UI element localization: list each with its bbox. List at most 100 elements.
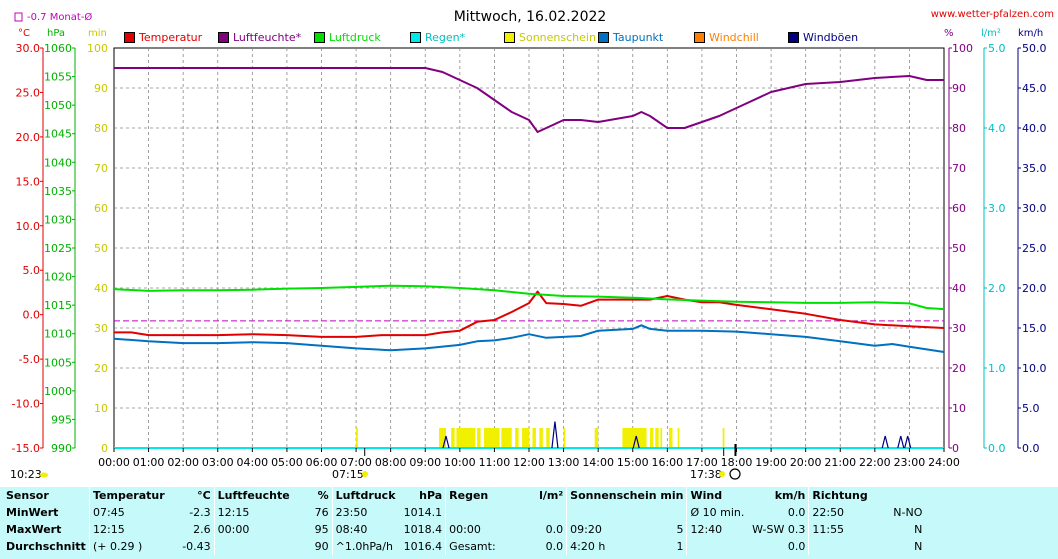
y-tick-label-sunshine: 90 (94, 82, 108, 95)
x-tick-label: 11:00 (479, 456, 511, 469)
stats-header-humidity: Luftfeuchte (213, 487, 296, 504)
stats-cell: -2.3 (189, 506, 211, 519)
statistics-table: Sensor Temperatur °C Luftfeuchte % Luftd… (0, 487, 926, 555)
series-line-temperatur (114, 290, 945, 338)
stats-cell: N-NO (893, 506, 923, 519)
time-label-bottom: 10:23 (10, 468, 42, 481)
y-tick-label-pressure: 1020 (44, 271, 72, 284)
legend-item: Sonnenschein (504, 31, 596, 44)
stats-cell: 1016.4 (403, 540, 443, 553)
sunrise-icon (362, 471, 368, 477)
sunshine-bar (532, 428, 536, 448)
sunshine-bar (501, 428, 512, 448)
sunshine-bar (439, 428, 446, 448)
y-tick-label-pressure: 1015 (44, 299, 72, 312)
y-tick-label-humidity: 70 (952, 162, 966, 175)
stats-cell: 1014.1 (403, 506, 443, 519)
y-tick-label-rain: 3.0 (988, 202, 1006, 215)
y-tick-label-sunshine: 0 (101, 442, 108, 455)
stats-cell: 08:40 (331, 521, 401, 538)
y-tick-label-humidity: 30 (952, 322, 966, 335)
legend-label: Sonnenschein (519, 31, 596, 44)
gust-peak (904, 435, 912, 449)
x-tick-label: 06:00 (306, 456, 338, 469)
stats-cell: 11:55 (808, 521, 870, 538)
gust-peak (442, 435, 450, 449)
stats-cell: 0.0 (787, 506, 806, 519)
sunshine-bar (660, 428, 663, 448)
legend-swatch (694, 32, 705, 43)
legend-label: Luftfeuchte* (233, 31, 302, 44)
sunshine-bar (677, 428, 680, 448)
stats-cell: 07:45 (88, 504, 168, 521)
y-tick-label-pressure: 1010 (44, 328, 72, 341)
x-tick-label: 03:00 (202, 456, 234, 469)
stats-header-temp-unit: °C (197, 489, 211, 502)
statistics-panel: Sensor Temperatur °C Luftfeuchte % Luftd… (0, 487, 1058, 559)
y-tick-label-sunshine: 100 (87, 42, 108, 55)
y-tick-label-wind: 45.0 (1022, 82, 1047, 95)
stats-cell (445, 504, 513, 521)
sunshine-bar (655, 428, 659, 448)
unit-percent: % (944, 28, 954, 39)
sunrise-label: 07:15 (332, 468, 364, 481)
stats-row-max: MaxWert 12:15 2.6 00:00 95 08:40 1018.4 … (0, 521, 925, 538)
y-tick-label-pressure: 1045 (44, 128, 72, 141)
x-tick-label: 23:00 (894, 456, 926, 469)
y-tick-label-wind: 15.0 (1022, 322, 1047, 335)
stats-cell: 0.0 (545, 523, 564, 536)
y-tick-label-humidity: 90 (952, 82, 966, 95)
stats-header-rain-unit: l/m² (539, 489, 564, 502)
series-line-luftfeuchte (114, 67, 944, 133)
sunshine-bar (484, 428, 500, 448)
stats-cell: 09:20 (566, 521, 658, 538)
y-tick-label-rain: 0.0 (988, 442, 1006, 455)
stats-row-label: Durchschnitt (6, 540, 86, 553)
stats-cell: 90 (314, 540, 329, 553)
stats-header-wind-unit: km/h (774, 489, 806, 502)
stats-cell: N (914, 523, 923, 536)
y-tick-label-temp: -5.0 (19, 353, 40, 366)
y-tick-label-temp: 20.0 (16, 131, 41, 144)
x-tick-label: 18:00 (721, 456, 753, 469)
stats-cell: 1018.4 (403, 523, 443, 536)
legend-item: Luftdruck (314, 31, 381, 44)
stats-header-row: Sensor Temperatur °C Luftfeuchte % Luftd… (0, 487, 926, 504)
y-tick-label-temp: 0.0 (23, 309, 41, 322)
site-link[interactable]: www.wetter-pfalzen.com (931, 9, 1054, 20)
legend-label: Temperatur (139, 31, 203, 44)
sunshine-bar (515, 428, 519, 448)
stats-header-sensor: Sensor (6, 489, 49, 502)
legend-item: Taupunkt (598, 31, 663, 44)
stats-header-temp: Temperatur (88, 487, 168, 504)
y-tick-label-temp: -10.0 (12, 398, 40, 411)
x-tick-label: 21:00 (824, 456, 856, 469)
x-tick-label: 12:00 (513, 456, 545, 469)
y-tick-label-pressure: 1030 (44, 213, 72, 226)
y-tick-label-rain: 2.0 (988, 282, 1006, 295)
y-tick-label-sunshine: 40 (94, 282, 108, 295)
stats-cell (686, 538, 748, 555)
legend-item: Regen* (410, 31, 465, 44)
unit-min: min (88, 28, 107, 39)
stats-cell: 12:15 (88, 521, 168, 538)
y-tick-label-wind: 10.0 (1022, 362, 1047, 375)
y-tick-label-sunshine: 60 (94, 202, 108, 215)
y-tick-label-temp: 5.0 (23, 264, 41, 277)
stats-row-label: MinWert (6, 506, 59, 519)
sunshine-bar (456, 428, 476, 448)
y-tick-label-sunshine: 70 (94, 162, 108, 175)
stats-cell (512, 504, 567, 521)
y-tick-label-humidity: 40 (952, 282, 966, 295)
stats-cell: 0.0 (545, 540, 564, 553)
stats-cell (658, 504, 687, 521)
legend-label: Windböen (803, 31, 859, 44)
stats-cell: 12:15 (213, 504, 296, 521)
legend-label: Regen* (425, 31, 466, 44)
cloud-sun-icon (40, 472, 48, 478)
stats-header-wind: Wind (686, 487, 748, 504)
unit-lm2: l/m² (981, 28, 1001, 39)
y-tick-label-pressure: 1035 (44, 185, 72, 198)
x-tick-label: 09:00 (409, 456, 441, 469)
stats-cell: 4:20 h (566, 538, 658, 555)
